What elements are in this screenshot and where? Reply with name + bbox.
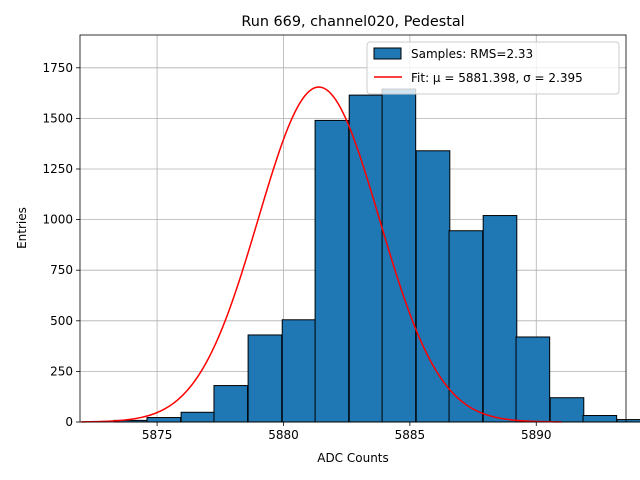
histogram-bar: [247, 334, 283, 423]
histogram-bar: [348, 94, 384, 423]
axis-ticks: 5875 5880 5885 5890 0 250 500 750 1000 1250 1500 17…: [42, 61, 551, 442]
histogram-bar: [448, 230, 484, 423]
histogram-bar: [180, 411, 216, 423]
y-tick-label: 500: [50, 314, 73, 328]
y-tick-label: 1500: [42, 111, 73, 125]
gaussian-fit-curve: [81, 86, 562, 423]
histogram-bar: [281, 319, 317, 423]
y-axis-label: Entries: [15, 207, 29, 249]
x-tick-label: 5880: [268, 428, 299, 442]
x-tick-label: 5875: [142, 428, 173, 442]
x-axis-label: ADC Counts: [317, 451, 389, 465]
histogram-bars: [113, 88, 640, 423]
chart-title: Run 669, channel020, Pedestal: [241, 14, 464, 30]
histogram-bar: [582, 415, 618, 423]
histogram-bar: [549, 397, 585, 423]
histogram-bar: [213, 385, 249, 423]
legend: Samples: RMS=2.33 Fit: μ = 5881.398, σ =…: [366, 41, 620, 95]
histogram-bar: [146, 417, 182, 423]
y-tick-label: 1000: [42, 213, 73, 227]
histogram-bar: [381, 88, 417, 423]
legend-frame: [366, 41, 620, 95]
legend-fit-label: Fit: μ = 5881.398, σ = 2.395: [411, 71, 583, 85]
x-tick-label: 5890: [521, 428, 552, 442]
y-tick-label: 1250: [42, 162, 73, 176]
y-tick-label: 1750: [42, 61, 73, 75]
legend-histogram-swatch: [373, 47, 402, 60]
histogram-bar: [515, 336, 551, 423]
y-tick-label: 250: [50, 364, 73, 378]
histogram-bar: [314, 119, 350, 423]
plot-frame: [79, 34, 627, 423]
histogram-bar: [415, 150, 451, 423]
histogram-bar: [482, 215, 518, 423]
x-tick-label: 5885: [395, 428, 426, 442]
histogram-bar: [616, 419, 640, 423]
y-tick-label: 750: [50, 263, 73, 277]
legend-histogram-label: Samples: RMS=2.33: [411, 47, 533, 61]
y-tick-label: 0: [65, 415, 73, 429]
